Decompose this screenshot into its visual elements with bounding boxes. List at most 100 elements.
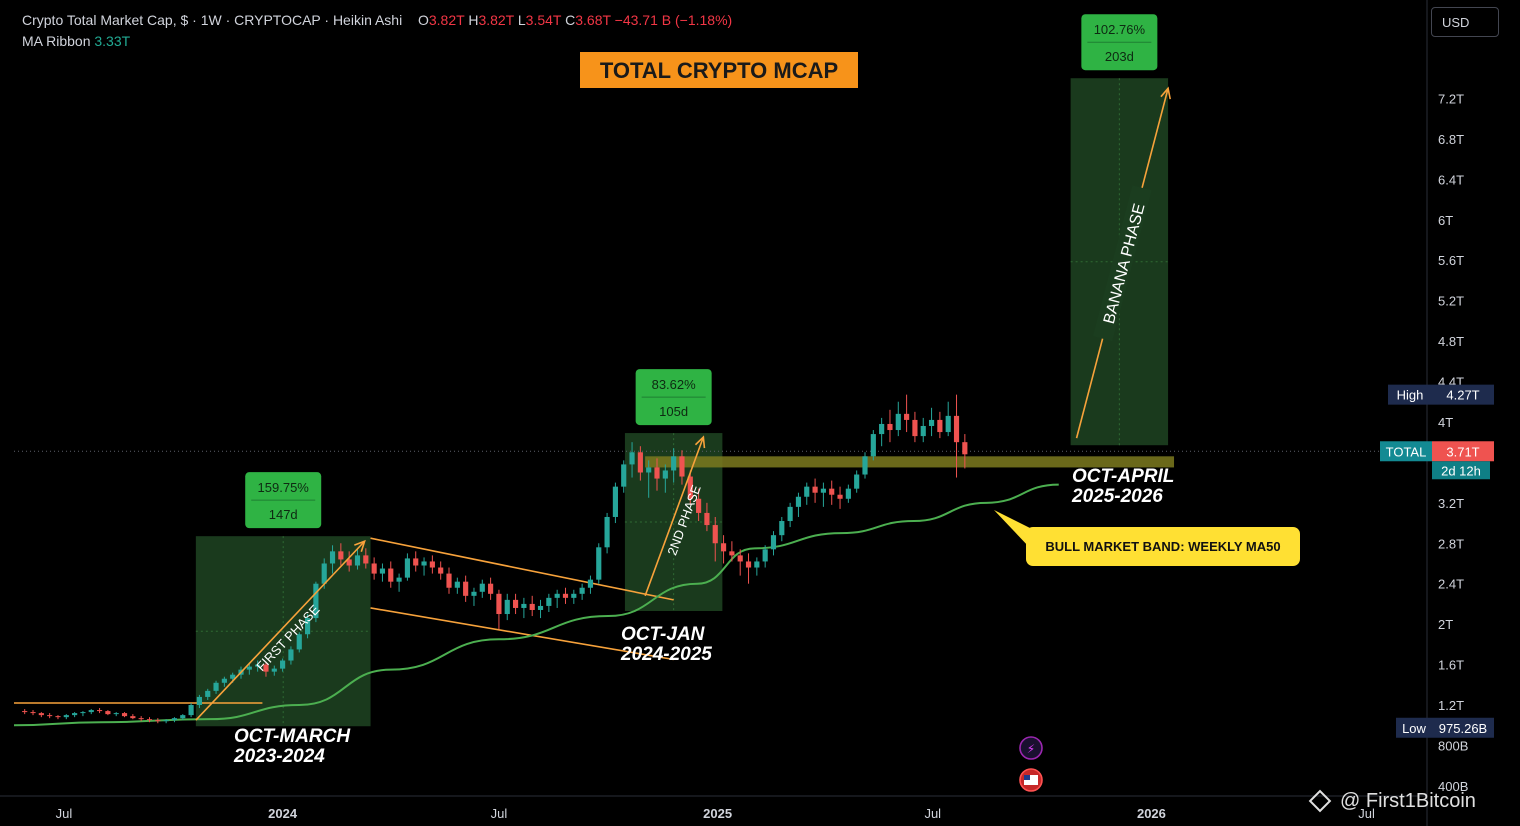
- candle[interactable]: [471, 587, 477, 606]
- candle[interactable]: [587, 575, 594, 594]
- candle[interactable]: [105, 710, 111, 716]
- candle[interactable]: [770, 531, 777, 556]
- candle[interactable]: [704, 502, 710, 532]
- candle[interactable]: [912, 411, 918, 443]
- candle[interactable]: [612, 482, 618, 524]
- candle[interactable]: [879, 417, 885, 447]
- candle[interactable]: [820, 482, 826, 507]
- candle[interactable]: [188, 702, 194, 718]
- candle[interactable]: [571, 589, 577, 604]
- candle[interactable]: [920, 417, 926, 443]
- candle[interactable]: [96, 708, 103, 714]
- chart-legend-indicator[interactable]: MA Ribbon 3.33T: [22, 33, 130, 49]
- candle[interactable]: [596, 543, 602, 584]
- candle[interactable]: [196, 694, 202, 709]
- candle[interactable]: [255, 660, 261, 672]
- candle[interactable]: [945, 401, 951, 437]
- candle[interactable]: [113, 712, 119, 717]
- candle[interactable]: [679, 450, 685, 485]
- candle[interactable]: [163, 719, 169, 724]
- candle[interactable]: [280, 658, 286, 672]
- candle[interactable]: [787, 502, 793, 528]
- candle[interactable]: [696, 488, 702, 522]
- candle[interactable]: [146, 717, 153, 723]
- currency-button[interactable]: USD: [1431, 7, 1499, 37]
- candle[interactable]: [546, 593, 552, 613]
- candle[interactable]: [304, 614, 311, 639]
- candle[interactable]: [121, 712, 128, 718]
- candle[interactable]: [779, 516, 785, 542]
- candle[interactable]: [512, 593, 519, 615]
- low-price-badge[interactable]: Low 975.26B: [1396, 717, 1494, 738]
- candle[interactable]: [953, 394, 960, 478]
- candle[interactable]: [812, 478, 818, 503]
- candle[interactable]: [579, 583, 585, 600]
- candle[interactable]: [130, 714, 136, 720]
- candle[interactable]: [213, 680, 219, 694]
- candle[interactable]: [80, 711, 86, 717]
- candle[interactable]: [887, 409, 893, 443]
- candle[interactable]: [38, 712, 44, 718]
- candle[interactable]: [413, 551, 419, 572]
- candle[interactable]: [271, 665, 277, 676]
- candle[interactable]: [529, 595, 535, 617]
- candle[interactable]: [829, 480, 835, 505]
- chart-legend-main[interactable]: Crypto Total Market Cap, $ · 1W · CRYPTO…: [22, 12, 732, 28]
- candle[interactable]: [88, 709, 94, 715]
- candle[interactable]: [22, 709, 28, 715]
- candle[interactable]: [937, 411, 943, 439]
- candle[interactable]: [671, 448, 677, 483]
- candle[interactable]: [762, 545, 768, 568]
- candle[interactable]: [895, 401, 901, 437]
- candle[interactable]: [729, 541, 735, 562]
- candle[interactable]: [654, 458, 660, 491]
- candle[interactable]: [754, 557, 760, 576]
- candle[interactable]: [221, 676, 227, 687]
- candle[interactable]: [263, 661, 269, 677]
- candle[interactable]: [72, 712, 78, 718]
- candle[interactable]: [371, 557, 377, 580]
- candle[interactable]: [712, 516, 718, 562]
- candle[interactable]: [604, 512, 610, 554]
- candle[interactable]: [629, 442, 635, 478]
- candle[interactable]: [804, 482, 810, 505]
- candle[interactable]: [562, 587, 569, 604]
- candle[interactable]: [338, 543, 344, 566]
- candle[interactable]: [404, 553, 410, 581]
- candles-layer[interactable]: [22, 394, 968, 724]
- candle[interactable]: [454, 577, 460, 594]
- candle[interactable]: [429, 555, 435, 574]
- candle[interactable]: [496, 589, 502, 630]
- candle[interactable]: [621, 460, 627, 493]
- candle[interactable]: [288, 646, 294, 665]
- candle[interactable]: [313, 581, 319, 623]
- candle[interactable]: [63, 714, 69, 720]
- candle[interactable]: [363, 548, 369, 569]
- candle[interactable]: [388, 561, 394, 588]
- candle[interactable]: [720, 535, 727, 564]
- candle[interactable]: [637, 446, 643, 481]
- candle[interactable]: [845, 484, 851, 503]
- candle[interactable]: [737, 549, 743, 576]
- candle[interactable]: [795, 492, 802, 517]
- candle[interactable]: [928, 407, 935, 437]
- candle[interactable]: [421, 557, 427, 576]
- candle[interactable]: [346, 551, 352, 572]
- candle[interactable]: [662, 464, 668, 493]
- candle[interactable]: [537, 599, 544, 619]
- high-price-badge[interactable]: High 4.27T: [1388, 384, 1494, 405]
- symbol-title[interactable]: Crypto Total Market Cap, $ · 1W · CRYPTO…: [22, 12, 403, 28]
- candle[interactable]: [837, 486, 843, 509]
- candle[interactable]: [329, 545, 336, 574]
- candle[interactable]: [463, 575, 469, 602]
- candle[interactable]: [554, 589, 560, 608]
- candle[interactable]: [687, 470, 693, 505]
- candle[interactable]: [296, 632, 302, 653]
- candle[interactable]: [47, 713, 53, 719]
- candle[interactable]: [438, 561, 444, 580]
- candle[interactable]: [521, 597, 527, 619]
- candle[interactable]: [854, 470, 860, 493]
- candle[interactable]: [904, 394, 910, 433]
- candle[interactable]: [138, 716, 144, 722]
